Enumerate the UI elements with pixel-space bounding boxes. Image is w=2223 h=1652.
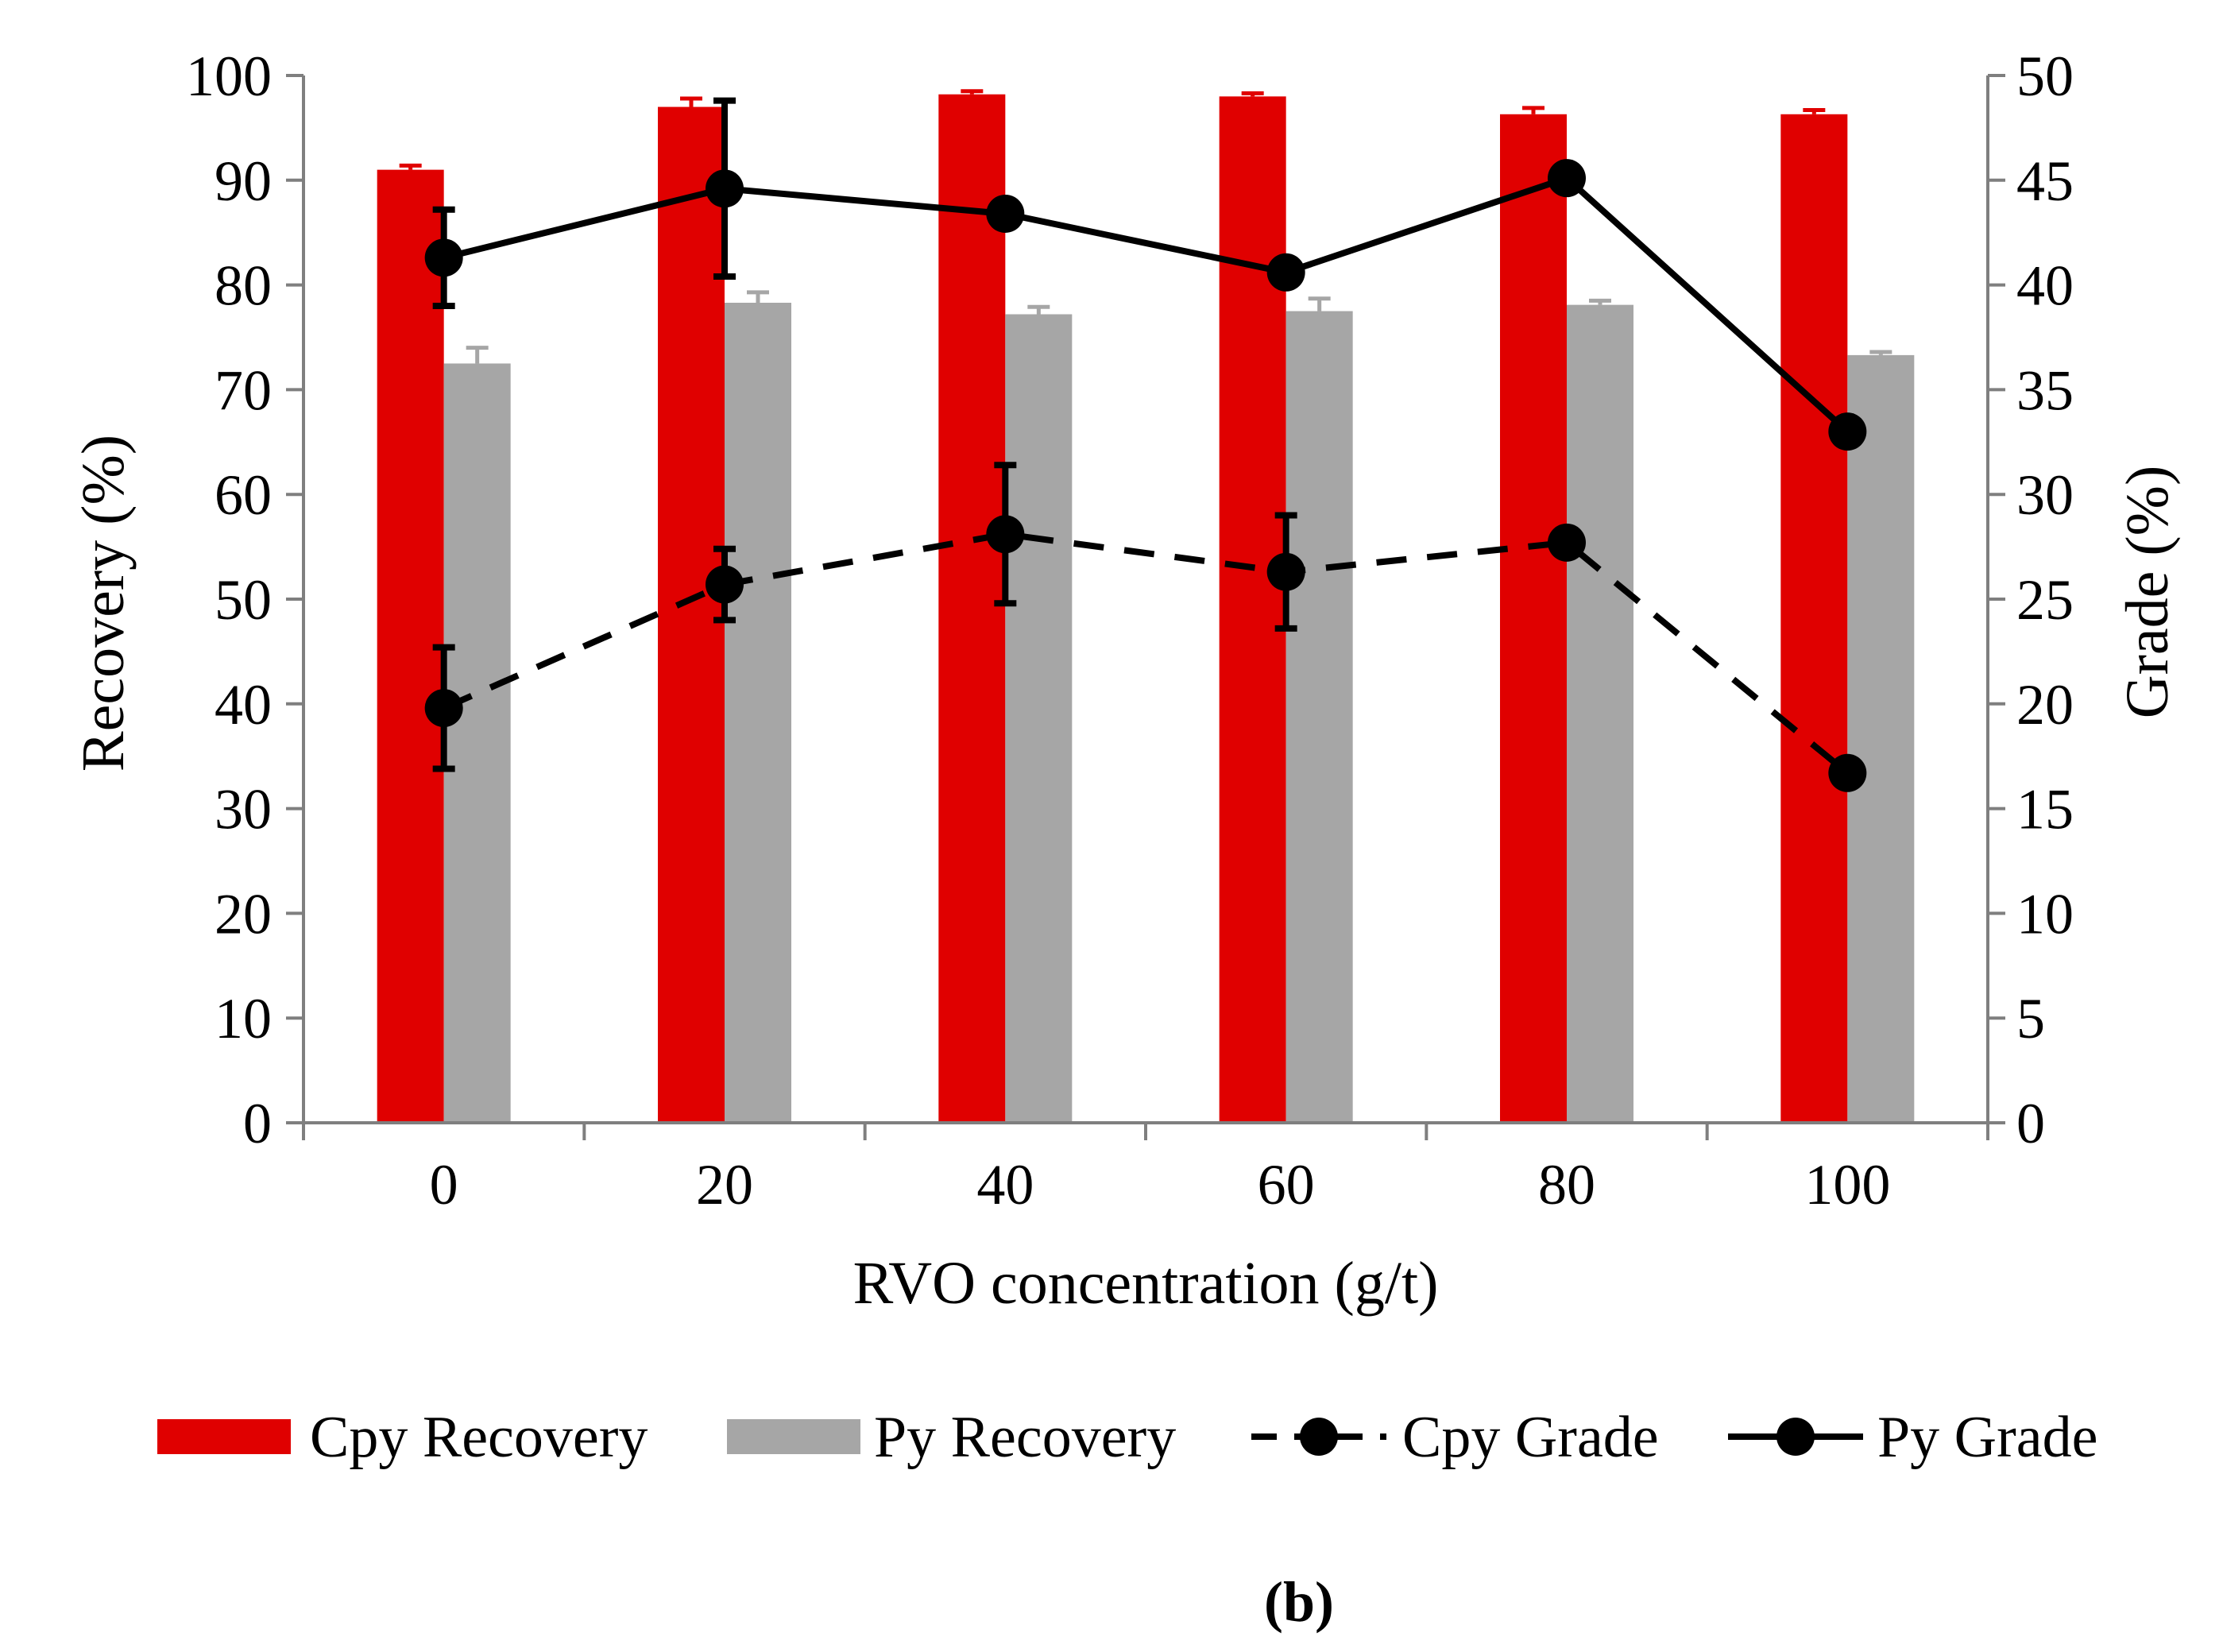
y2-tick-label: 45	[2016, 149, 2074, 213]
y-tick-label: 40	[215, 673, 272, 737]
y2-tick-label: 20	[2016, 673, 2074, 737]
x-tick-label: 20	[696, 1153, 753, 1217]
y-axis-title: Recovery (%)	[70, 435, 137, 772]
legend-label-cpy-grade: Cpy Grade	[1402, 1405, 1659, 1470]
y2-axis-title: Grade (%)	[2114, 466, 2181, 719]
x-axis-title: RVO concentration (g/t)	[853, 1250, 1439, 1317]
py-grade-point	[1266, 253, 1305, 292]
y-tick-label: 20	[215, 882, 272, 946]
legend-label-py-grade: Py Grade	[1877, 1405, 2097, 1470]
cpy-recovery-bar	[938, 94, 1006, 1123]
y2-tick-label: 30	[2016, 463, 2074, 527]
cpy-grade-point	[1266, 552, 1305, 591]
x-tick-label: 60	[1258, 1153, 1315, 1217]
y2-tick-label: 40	[2016, 254, 2074, 318]
py-recovery-bar	[443, 363, 511, 1123]
legend-marker-py-grade	[1776, 1418, 1815, 1456]
cpy-recovery-bar	[1780, 114, 1848, 1124]
figure-label: (b)	[1264, 1570, 1334, 1634]
cpy-recovery-bar	[658, 106, 725, 1123]
py-grade-point	[986, 194, 1025, 233]
y-tick-label: 80	[215, 254, 272, 318]
py-grade-line	[443, 175, 1850, 435]
y2-tick-label: 0	[2016, 1092, 2045, 1155]
py-recovery-bar	[1005, 314, 1073, 1123]
y-tick-label: 60	[215, 463, 272, 527]
cpy-grade-point	[1828, 753, 1867, 792]
y2-tick-label: 15	[2016, 778, 2074, 841]
legend-swatch-cpy-recovery	[157, 1419, 291, 1454]
legend-label-py-recovery: Py Recovery	[874, 1405, 1176, 1470]
cpy-grade-point	[706, 565, 744, 604]
y-tick-label: 100	[186, 44, 272, 108]
cpy-recovery-bar	[1500, 114, 1567, 1124]
axes: 0 10 20 30 40 50 60 70 80 90 100 0 5 10 15 20 25 30 35 40 45…	[186, 44, 2074, 1217]
y-tick-label: 10	[215, 987, 272, 1050]
x-tick-label: 40	[976, 1153, 1034, 1217]
cpy-recovery-bar	[377, 169, 444, 1123]
plot-area	[377, 89, 1915, 1124]
py-grade-point	[424, 238, 463, 277]
cpy-recovery-bar	[1219, 96, 1286, 1124]
py-grade-point	[706, 169, 744, 208]
py-grade-point	[1828, 412, 1867, 451]
py-recovery-bar	[1567, 304, 1633, 1124]
y2-tick-label: 50	[2016, 44, 2074, 108]
y2-tick-label: 5	[2016, 987, 2045, 1050]
cpy-grade-point	[986, 515, 1025, 554]
legend: Cpy Recovery Py Recovery Cpy Grade Py Grade	[157, 1405, 2097, 1470]
py-grade-point	[1548, 159, 1586, 198]
cpy-grade-line	[443, 531, 1850, 776]
x-tick-label: 80	[1538, 1153, 1595, 1217]
y-tick-label: 90	[215, 149, 272, 213]
legend-swatch-py-recovery	[727, 1419, 860, 1454]
cpy-grade-point	[1548, 523, 1586, 562]
x-tick-label: 100	[1804, 1153, 1890, 1217]
cpy-grade-point	[424, 689, 463, 728]
py-recovery-bar	[1285, 311, 1353, 1123]
x-tick-label: 0	[430, 1153, 458, 1217]
y-tick-label: 50	[215, 568, 272, 632]
py-recovery-bar	[725, 303, 791, 1124]
y-tick-label: 0	[243, 1092, 272, 1155]
y2-tick-label: 25	[2016, 568, 2074, 632]
y2-tick-label: 10	[2016, 882, 2074, 946]
py-recovery-bar	[1847, 354, 1915, 1123]
legend-label-cpy-recovery: Cpy Recovery	[310, 1405, 648, 1470]
y-tick-label: 30	[215, 778, 272, 841]
y-tick-label: 70	[215, 358, 272, 422]
y2-tick-label: 35	[2016, 358, 2074, 422]
legend-marker-cpy-grade	[1300, 1418, 1338, 1456]
